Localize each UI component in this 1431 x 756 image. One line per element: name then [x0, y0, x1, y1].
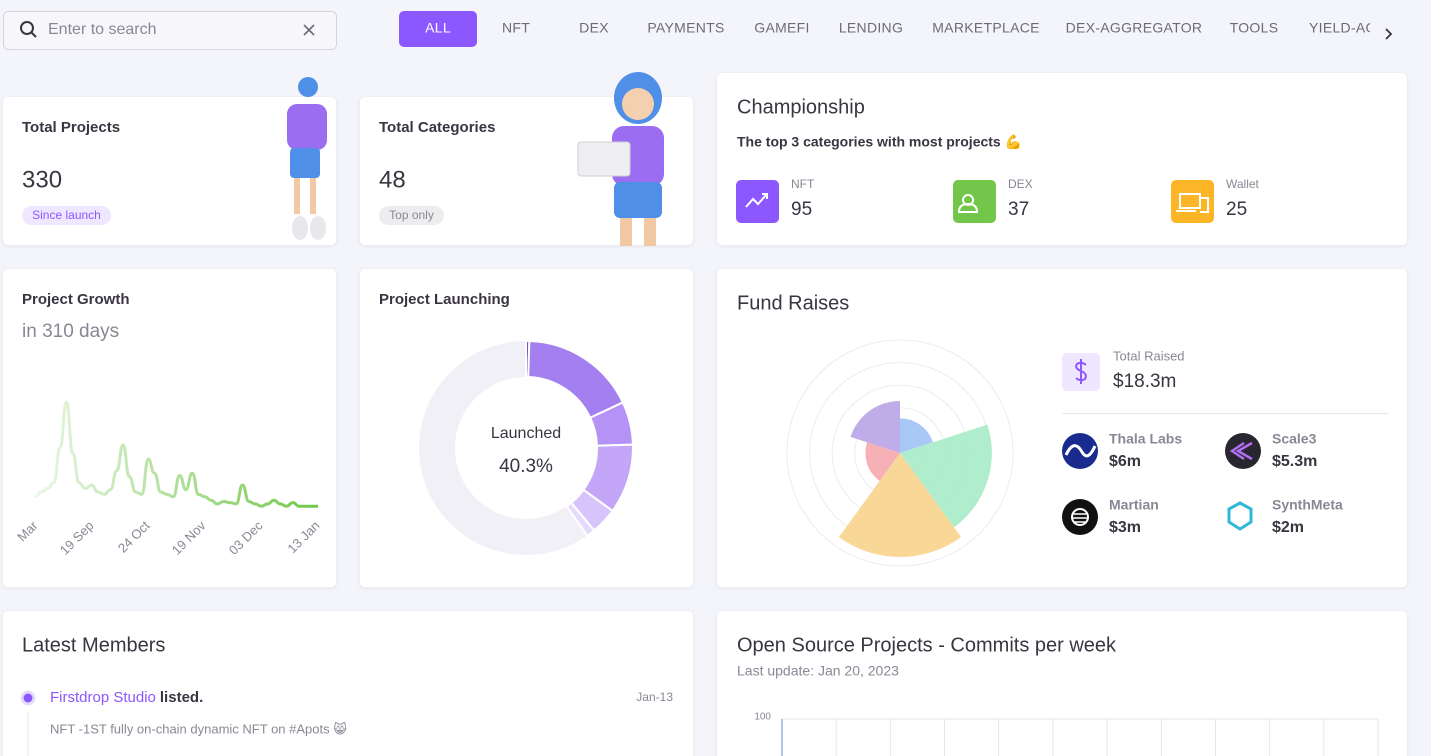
- tab-active: [399, 11, 477, 47]
- search-icon: [30, 31, 37, 38]
- tab[interactable]: ALL: [425, 20, 451, 36]
- card: [717, 73, 1407, 245]
- category-name: NFT: [791, 177, 815, 191]
- project-amount: $2m: [1272, 519, 1304, 536]
- search-placeholder: Enter to search: [48, 21, 157, 38]
- badge-text: Since launch: [32, 208, 101, 222]
- tab[interactable]: GAMEFI: [754, 20, 809, 36]
- stat-value: 330: [22, 166, 62, 193]
- total-label: Total Raised: [1113, 348, 1185, 363]
- category-value: 95: [791, 199, 812, 220]
- donut-value: 40.3%: [499, 456, 553, 477]
- stat-value: 48: [379, 166, 406, 193]
- stat-title: Total Projects: [22, 119, 120, 136]
- member-entry: Firstdrop Studio listed.: [50, 689, 203, 706]
- project-logo: [1062, 499, 1098, 535]
- growth-line: [34, 400, 318, 508]
- member-date: Jan-13: [636, 690, 673, 704]
- project-logo: [1225, 433, 1261, 469]
- project-name: Scale3: [1272, 431, 1317, 447]
- badge-text: Top only: [389, 208, 434, 222]
- polar-sector: [850, 401, 900, 453]
- y-tick-label: 100: [754, 712, 771, 723]
- card: [717, 611, 1407, 756]
- card-title: Open Source Projects - Commits per week: [737, 634, 1117, 656]
- tab[interactable]: PAYMENTS: [647, 20, 724, 36]
- polar-ring: [786, 339, 1014, 567]
- polar-sector: [900, 424, 992, 528]
- category-glyph: [957, 194, 979, 213]
- tab[interactable]: LENDING: [839, 20, 903, 36]
- donut-chart: [419, 339, 634, 555]
- stat-title: Total Categories: [379, 119, 495, 136]
- dollar-icon: [1075, 359, 1087, 384]
- polar-chart: [786, 339, 1014, 567]
- total-value: $18.3m: [1113, 371, 1176, 392]
- category-icon: [953, 180, 996, 223]
- project-logo: [1227, 501, 1253, 531]
- tab[interactable]: DEX-AGGREGATOR: [1066, 20, 1203, 36]
- project-name: Thala Labs: [1109, 431, 1182, 447]
- tab-bar: ALL NFT DEX PAYMENTS GAMEFI LENDING MARKETPLAC…: [399, 11, 1431, 47]
- search-icon: [20, 21, 34, 35]
- card-subtitle: in 310 days: [22, 321, 119, 342]
- project-list: Thala Labs $6m Scale3 $5.3m Martian $3m SynthM…: [1109, 431, 1343, 537]
- card-title: Fund Raises: [737, 292, 849, 314]
- category-value: 37: [1008, 199, 1029, 220]
- tab[interactable]: NFT: [502, 20, 530, 36]
- card: [360, 97, 693, 245]
- tab[interactable]: YIELD-AGGREGATOR: [1309, 20, 1431, 36]
- card-subtitle: The top 3 categories with most projects …: [737, 134, 1022, 151]
- commits-chart: 100: [754, 712, 1379, 756]
- timeline-dot: [20, 690, 36, 706]
- badge: [22, 206, 111, 225]
- category-list: NFT 95 DEX 37 Wallet 25: [736, 177, 1260, 223]
- clear-button[interactable]: [303, 24, 315, 36]
- illustration: [287, 77, 327, 240]
- project-name: Martian: [1109, 497, 1159, 513]
- category-icon: [736, 180, 779, 223]
- category-name: Wallet: [1226, 177, 1260, 191]
- tab-scroll-arrow[interactable]: [1385, 28, 1393, 40]
- badge: [379, 206, 444, 225]
- polar-sector: [838, 453, 962, 557]
- donut-label: Launched: [491, 425, 561, 442]
- category-name: DEX: [1008, 177, 1033, 191]
- project-amount: $3m: [1109, 519, 1141, 536]
- illustration: [577, 72, 664, 246]
- card-subtitle: Last update: Jan 20, 2023: [737, 663, 899, 679]
- polar-sector: [900, 418, 933, 453]
- card-title: Latest Members: [22, 634, 165, 656]
- category-value: 25: [1226, 199, 1247, 220]
- card: [717, 269, 1407, 587]
- member-timeline: Firstdrop Studio listed. Jan-13 NFT -1ST fu…: [20, 689, 673, 756]
- project-amount: $5.3m: [1272, 453, 1317, 470]
- tab[interactable]: TOOLS: [1230, 20, 1279, 36]
- member-name[interactable]: Firstdrop Studio: [50, 689, 156, 706]
- search-box[interactable]: [3, 11, 337, 50]
- project-logo: [1062, 433, 1098, 469]
- member-desc: NFT -1ST fully on-chain dynamic NFT on #…: [50, 721, 347, 736]
- polar-sector: [865, 442, 900, 482]
- member-action: listed.: [160, 689, 203, 706]
- donut-segment: [565, 501, 596, 538]
- category-glyph: [745, 193, 768, 208]
- tab[interactable]: DEX: [579, 20, 609, 36]
- category-glyph: [1176, 193, 1209, 213]
- card-title: Project Growth: [22, 291, 130, 308]
- card: [3, 611, 693, 756]
- card-title: Project Launching: [379, 291, 510, 308]
- project-name: SynthMeta: [1272, 497, 1343, 513]
- card: [3, 269, 336, 587]
- tab[interactable]: MARKETPLACE: [932, 20, 1040, 36]
- project-amount: $6m: [1109, 453, 1141, 470]
- card-title: Championship: [737, 96, 865, 118]
